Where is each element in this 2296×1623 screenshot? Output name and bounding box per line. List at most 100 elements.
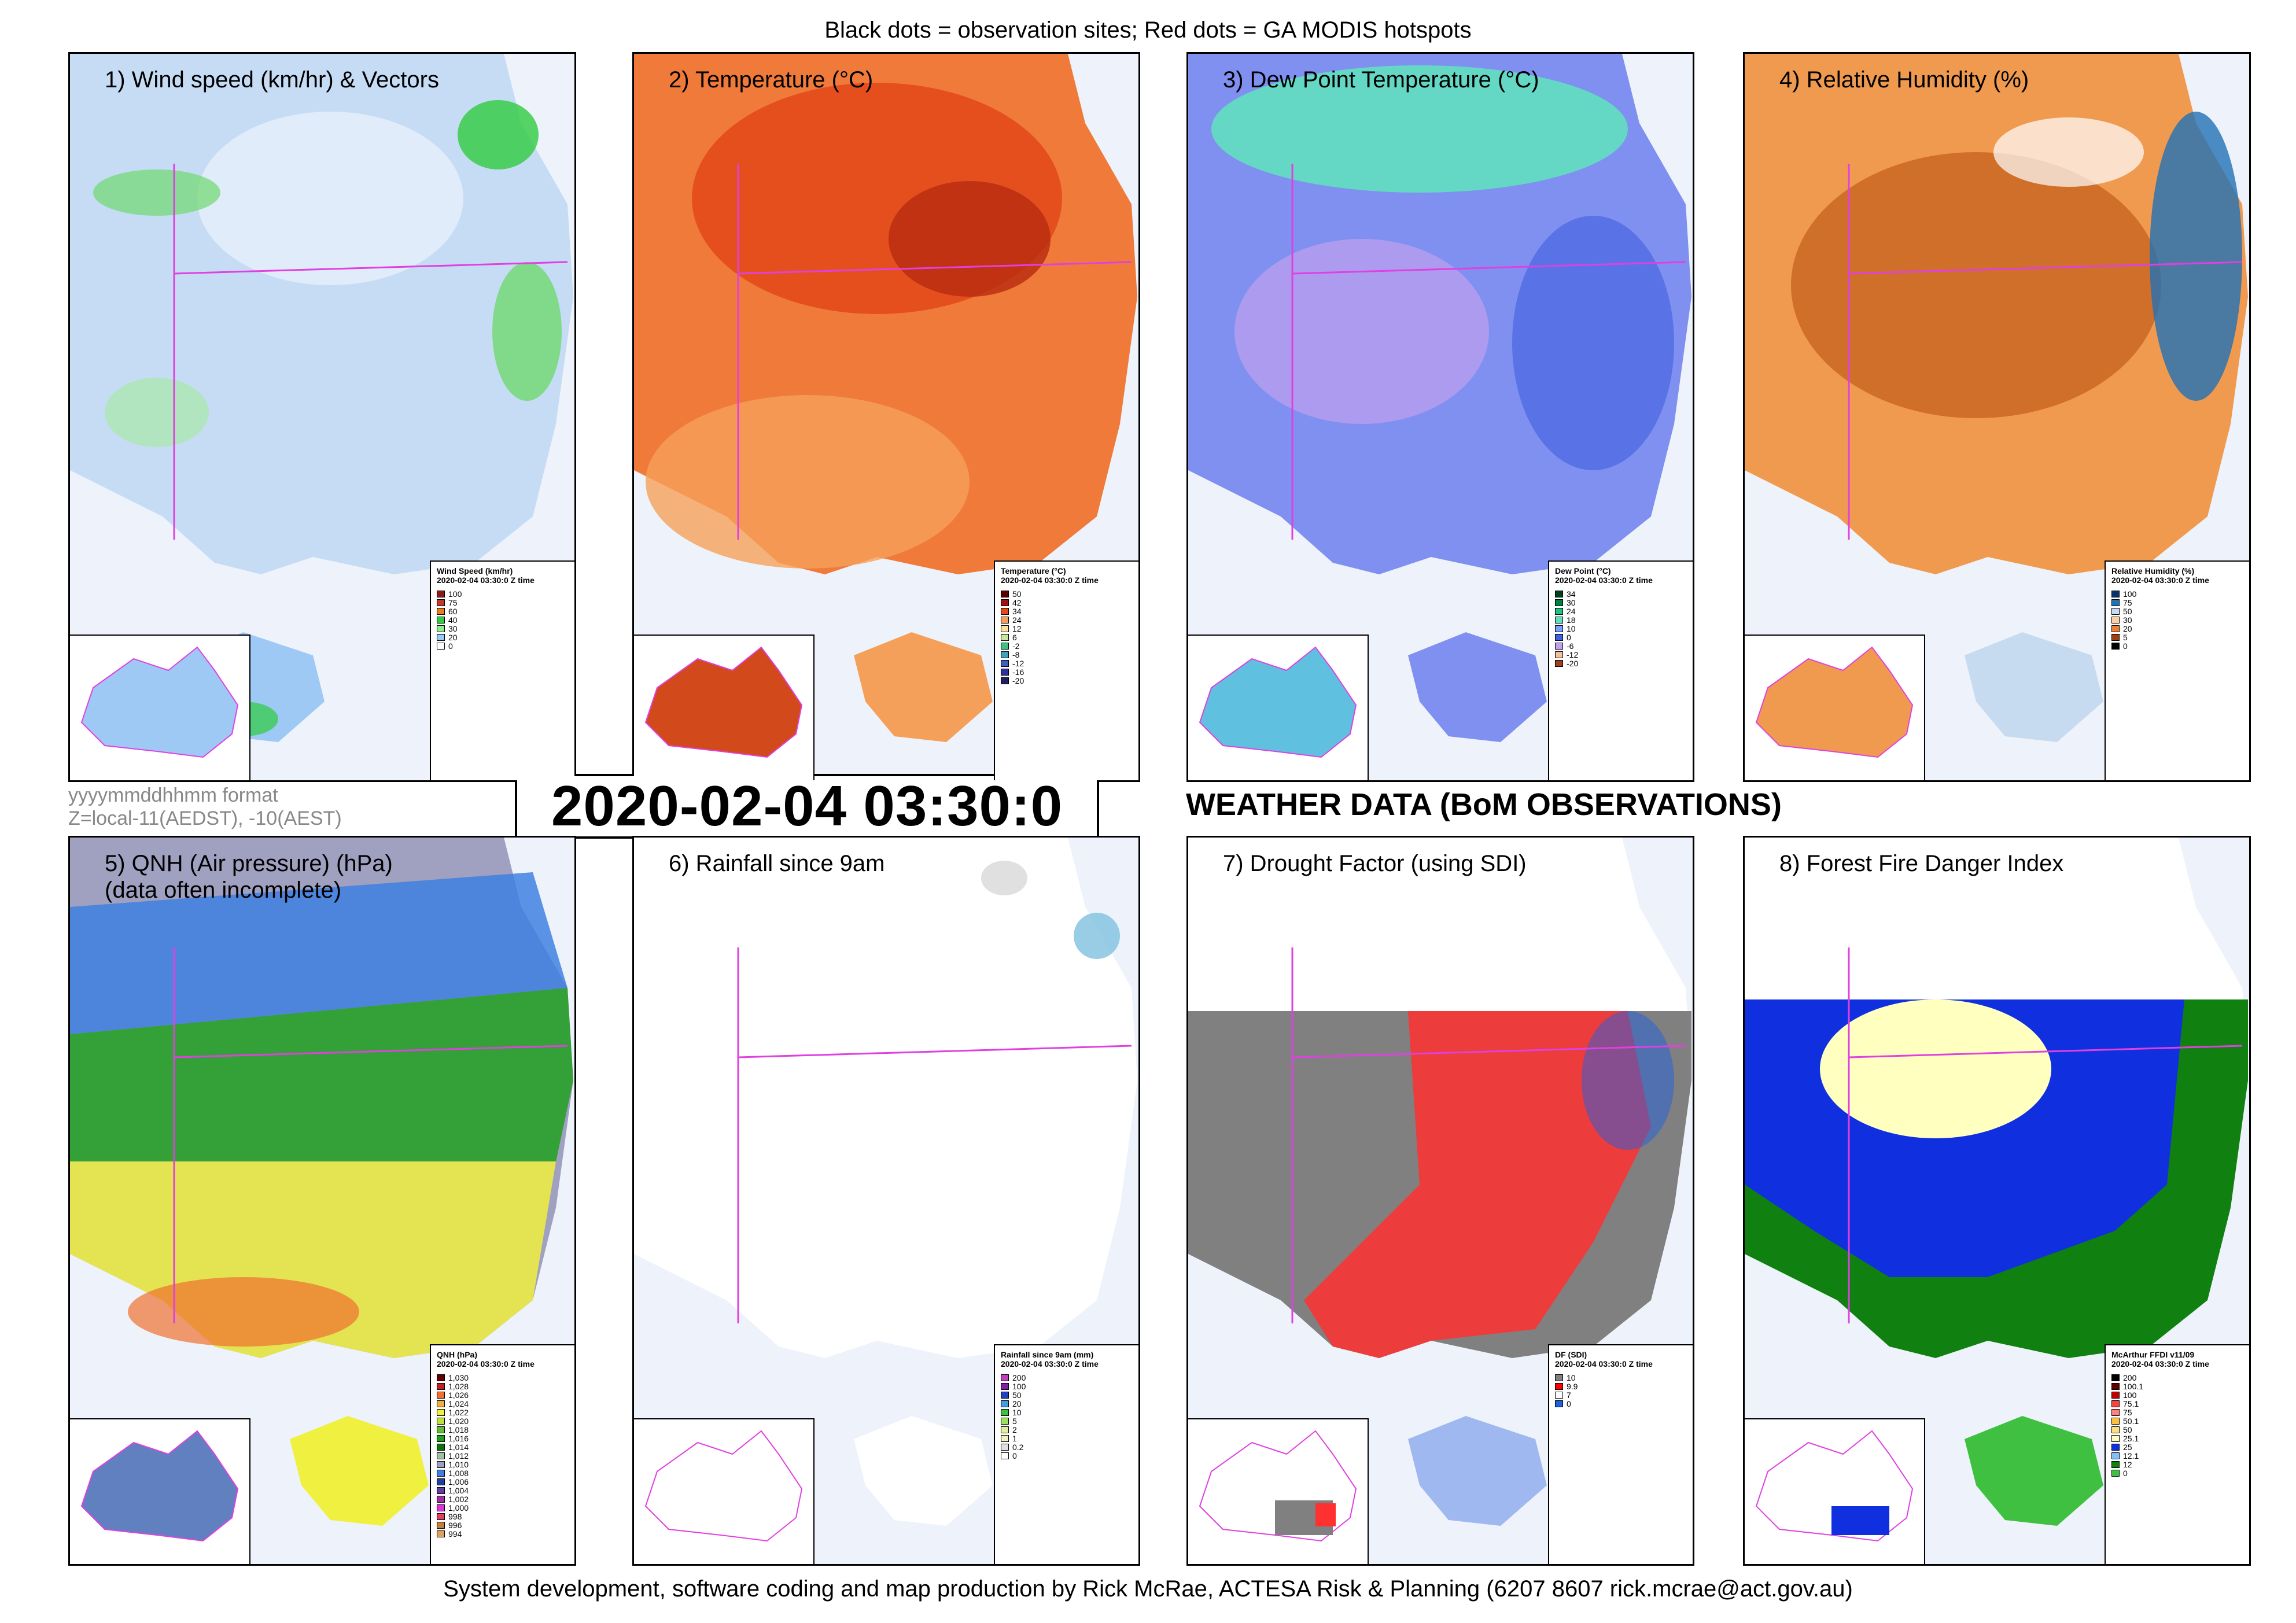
legend-label: 1,006	[448, 1477, 469, 1486]
australia-inset-map	[70, 635, 250, 780]
legend-label: 5	[1012, 1416, 1017, 1426]
legend-swatch	[1001, 642, 1009, 650]
humidity-panel: 4) Relative Humidity (%) Relative Humidi…	[1743, 52, 2251, 782]
legend-label: 34	[1567, 589, 1576, 599]
legend-swatch	[437, 642, 445, 650]
legend-label: -2	[1012, 641, 1020, 651]
map-legend: Dew Point (°C) 2020-02-04 03:30:0 Z time…	[1548, 560, 1693, 780]
legend-swatch	[2111, 1417, 2120, 1425]
legend-label: 998	[448, 1511, 462, 1521]
rainfall-panel: 6) Rainfall since 9am Rainfall since 9am…	[632, 836, 1140, 1566]
legend-label: 10	[1567, 624, 1576, 633]
legend-swatch	[2111, 607, 2120, 615]
legend-swatch	[437, 590, 445, 597]
legend-entry: 34	[1001, 607, 1133, 616]
legend-swatch	[2111, 625, 2120, 632]
legend-label: 50	[2123, 606, 2132, 616]
legend-label: 6	[1012, 632, 1017, 642]
legend-label: 2	[1012, 1425, 1017, 1434]
legend-swatch	[1001, 599, 1009, 606]
legend-label: 1,020	[448, 1416, 469, 1426]
legend-swatch	[2111, 1374, 2120, 1381]
legend-swatch	[437, 1426, 445, 1433]
legend-entry: 1,012	[437, 1451, 569, 1460]
legend-swatch	[1001, 1391, 1009, 1399]
legend-entry: 1,018	[437, 1425, 569, 1434]
legend-label: 0	[1567, 632, 1571, 642]
legend-label: 200	[2123, 1373, 2137, 1382]
legend-swatch	[2111, 1382, 2120, 1390]
legend-entry: 100.1	[2111, 1381, 2243, 1391]
legend-label: 1,014	[448, 1442, 469, 1452]
legend-swatch	[437, 1443, 445, 1451]
legend-label: -20	[1567, 658, 1579, 668]
legend-entry: 1,022	[437, 1408, 569, 1417]
legend-entry: 1,002	[437, 1494, 569, 1504]
legend-swatch	[1001, 677, 1009, 684]
legend-label: -16	[1012, 667, 1024, 677]
legend-label: 1,030	[448, 1373, 469, 1382]
legend-entry: 30	[437, 624, 569, 633]
legend-entry: 994	[437, 1529, 569, 1539]
legend-swatch	[437, 1478, 445, 1485]
legend-swatch	[1001, 1417, 1009, 1425]
legend-swatch	[2111, 633, 2120, 641]
legend-entry: -12	[1555, 650, 1687, 659]
legend-swatch	[2111, 1391, 2120, 1399]
drought-panel: 7) Drought Factor (using SDI) DF (SDI) 2…	[1186, 836, 1694, 1566]
legend-label: 1,024	[448, 1399, 469, 1408]
legend-swatch	[2111, 1452, 2120, 1459]
legend-label: 30	[448, 624, 458, 633]
legend-swatch	[2111, 1400, 2120, 1407]
legend-swatch	[1555, 659, 1563, 667]
legend-label: 24	[1012, 615, 1022, 625]
legend-entry: -8	[1001, 650, 1133, 659]
legend-entry: 0	[2111, 1469, 2243, 1478]
legend-swatch	[1001, 633, 1009, 641]
legend-title: QNH (hPa)	[437, 1350, 477, 1359]
legend-entry: 1,016	[437, 1434, 569, 1443]
legend-entry: 9.9	[1555, 1382, 1687, 1391]
legend-entry: 0	[437, 641, 569, 651]
legend-label: 1,002	[448, 1494, 469, 1504]
legend-swatch	[437, 1530, 445, 1537]
legend-label: 60	[448, 606, 458, 616]
legend-entry: 0	[1555, 632, 1687, 642]
australia-inset-map	[1745, 635, 1925, 780]
legend-swatch	[1555, 633, 1563, 641]
legend-label: 994	[448, 1529, 462, 1539]
legend-title: Relative Humidity (%)	[2111, 566, 2195, 576]
legend-swatch	[1001, 1400, 1009, 1407]
legend-swatch	[1555, 599, 1563, 606]
legend-swatch	[1001, 1443, 1009, 1451]
legend-swatch	[437, 633, 445, 641]
panel-title: 3) Dew Point Temperature (°C)	[1223, 67, 1539, 93]
legend-entries: 100 75 60 40 30 20 0	[437, 589, 569, 651]
australia-inset-map	[634, 1418, 815, 1564]
legend-entry: 1,028	[437, 1382, 569, 1391]
legend-swatch	[1555, 616, 1563, 624]
legend-swatch	[2111, 642, 2120, 650]
legend-swatch	[437, 607, 445, 615]
legend-label: 20	[1012, 1399, 1022, 1408]
legend-entry: 100	[1001, 1382, 1133, 1391]
legend-label: 996	[448, 1520, 462, 1530]
legend-swatch	[1555, 1400, 1563, 1407]
legend-label: 100	[448, 589, 462, 599]
humidity-map	[1745, 54, 2249, 780]
legend-swatch	[437, 1460, 445, 1468]
legend-swatch	[437, 1504, 445, 1511]
legend-swatch	[1555, 1382, 1563, 1390]
legend-entries: 34 30 24 18 10 0 -6 -12 -20	[1555, 589, 1687, 668]
legend-label: 100.1	[2123, 1381, 2144, 1391]
format-note-line1: yyyymmddhhmm format	[68, 784, 278, 806]
legend-swatch	[2111, 590, 2120, 597]
legend-entry: 50.1	[2111, 1417, 2243, 1426]
footer-caption: System development, software coding and …	[443, 1576, 1853, 1602]
legend-entry: 1	[1001, 1434, 1133, 1443]
legend-entry: 30	[2111, 615, 2243, 625]
legend-label: 0.2	[1012, 1442, 1024, 1452]
legend-entry: 1,014	[437, 1442, 569, 1452]
panel-title: 4) Relative Humidity (%)	[1779, 67, 2029, 93]
legend-swatch	[437, 1408, 445, 1416]
